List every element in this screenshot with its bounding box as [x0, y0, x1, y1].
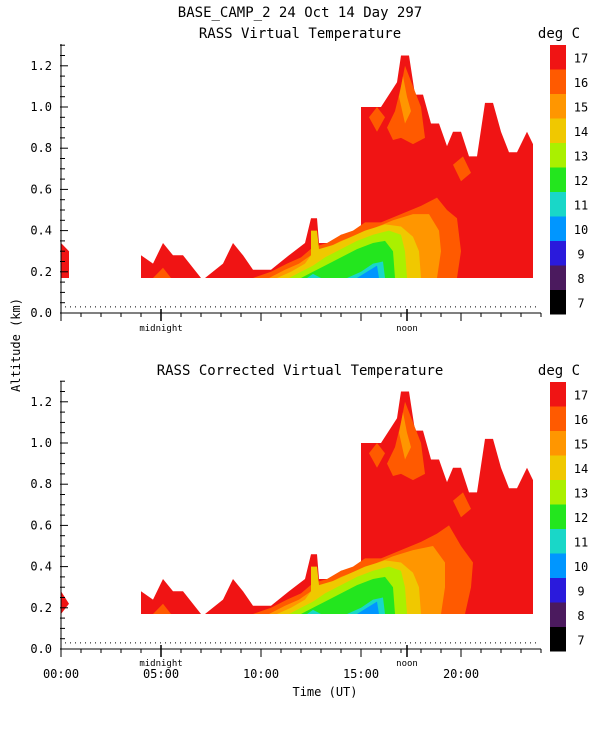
colorbar-swatch-12 — [550, 504, 566, 529]
y-tick-label: 1.2 — [30, 59, 52, 73]
contour-region-16 — [153, 267, 171, 278]
colorbar-level-label: 11 — [574, 535, 588, 549]
x-tick-label: 10:00 — [243, 667, 279, 681]
contour-regions — [61, 55, 533, 278]
colorbar-swatch-15 — [550, 431, 566, 456]
contour-region-16 — [369, 443, 385, 468]
y-tick-label: 0.4 — [30, 560, 52, 574]
colorbar-level-label: 13 — [574, 486, 588, 500]
colorbar-level-label: 7 — [577, 633, 584, 647]
colorbar-swatch-9 — [550, 241, 566, 266]
colorbar-level-label: 7 — [577, 296, 584, 310]
colorbar-level-label: 10 — [574, 560, 588, 574]
y-tick-label: 0.6 — [30, 182, 52, 196]
contour-region-16 — [369, 107, 385, 132]
y-tick-label: 0.2 — [30, 265, 52, 279]
colorbar-swatch-14 — [550, 455, 566, 480]
colorbar-level-label: 9 — [577, 584, 584, 598]
midnight-label: midnight — [139, 659, 182, 669]
noon-label: noon — [396, 324, 418, 334]
colorbar-level-label: 12 — [574, 511, 588, 525]
colorbar-swatch-17 — [550, 382, 566, 407]
contour-region-17 — [141, 579, 201, 614]
colorbar: 17 16 15 14 13 12 11 10 9 8 7 — [550, 382, 588, 652]
chart-panel-1: RASS Virtual Temperature 0.0 0.2 0.4 0.6 0.8 1… — [30, 26, 588, 334]
colorbar-unit-label: deg C — [538, 26, 580, 42]
colorbar-level-label: 16 — [574, 76, 588, 90]
figure-header: BASE_CAMP_2 24 Oct 14 Day 297 — [178, 5, 422, 21]
chart-title: RASS Virtual Temperature — [199, 26, 401, 42]
colorbar-unit-label: deg C — [538, 363, 580, 379]
contour-region-16 — [453, 156, 471, 182]
x-tick-label: 00:00 — [43, 667, 79, 681]
colorbar-level-label: 17 — [574, 388, 588, 402]
contour-region-17 — [61, 243, 69, 278]
x-tick-label: 15:00 — [343, 667, 379, 681]
colorbar-swatch-7 — [550, 627, 566, 652]
colorbar-level-label: 13 — [574, 149, 588, 163]
colorbar-level-label: 14 — [574, 462, 588, 476]
colorbar: 17 16 15 14 13 12 11 10 9 8 7 — [550, 45, 588, 315]
colorbar-level-label: 10 — [574, 223, 588, 237]
colorbar-swatch-14 — [550, 118, 566, 143]
y-tick-label: 1.2 — [30, 395, 52, 409]
contour-regions — [61, 391, 533, 614]
y-tick-label: 1.0 — [30, 100, 52, 114]
y-tick-label: 0.8 — [30, 141, 52, 155]
colorbar-swatch-8 — [550, 602, 566, 627]
contour-region-15 — [399, 76, 411, 124]
contour-region-16 — [153, 603, 171, 614]
colorbar-level-label: 12 — [574, 174, 588, 188]
y-axis-label: Altitude (km) — [9, 298, 23, 392]
colorbar-swatch-11 — [550, 529, 566, 554]
colorbar-level-label: 17 — [574, 51, 588, 65]
colorbar-level-label: 16 — [574, 413, 588, 427]
colorbar-swatch-11 — [550, 192, 566, 217]
colorbar-swatch-17 — [550, 45, 566, 70]
colorbar-level-label: 15 — [574, 437, 588, 451]
colorbar-swatch-10 — [550, 216, 566, 241]
x-axis-label: Time (UT) — [292, 685, 357, 699]
y-tick-label: 1.0 — [30, 436, 52, 450]
y-tick-label: 0.0 — [30, 642, 52, 656]
colorbar-swatch-16 — [550, 69, 566, 94]
colorbar-level-label: 14 — [574, 125, 588, 139]
colorbar-level-label: 9 — [577, 247, 584, 261]
colorbar-swatch-16 — [550, 406, 566, 431]
contour-region-11 — [307, 273, 321, 278]
colorbar-swatch-13 — [550, 143, 566, 168]
y-tick-label: 0.4 — [30, 224, 52, 238]
contour-region-17 — [141, 243, 201, 278]
y-tick-label: 0.6 — [30, 518, 52, 532]
colorbar-swatch-7 — [550, 290, 566, 315]
chart-title: RASS Corrected Virtual Temperature — [157, 363, 444, 379]
x-tick-label: 05:00 — [143, 667, 179, 681]
colorbar-swatch-8 — [550, 265, 566, 290]
colorbar-swatch-9 — [550, 578, 566, 603]
contour-region-16 — [453, 492, 471, 518]
contour-region-15 — [399, 412, 411, 460]
y-tick-label: 0.2 — [30, 601, 52, 615]
colorbar-swatch-15 — [550, 94, 566, 119]
contour-region-17 — [61, 591, 69, 614]
colorbar-swatch-10 — [550, 553, 566, 578]
chart-panel-2: RASS Corrected Virtual Temperature 0.0 0.2… — [30, 363, 588, 699]
colorbar-level-label: 11 — [574, 198, 588, 212]
contour-region-10 — [357, 265, 379, 278]
contour-region-11 — [307, 609, 321, 614]
noon-label: noon — [396, 659, 418, 669]
y-tick-label: 0.0 — [30, 306, 52, 320]
colorbar-level-label: 8 — [577, 272, 584, 286]
colorbar-level-label: 15 — [574, 100, 588, 114]
midnight-label: midnight — [139, 324, 182, 334]
x-tick-label: 20:00 — [443, 667, 479, 681]
colorbar-level-label: 8 — [577, 609, 584, 623]
contour-region-10 — [357, 601, 379, 614]
colorbar-swatch-12 — [550, 167, 566, 192]
y-tick-label: 0.8 — [30, 477, 52, 491]
colorbar-swatch-13 — [550, 480, 566, 505]
